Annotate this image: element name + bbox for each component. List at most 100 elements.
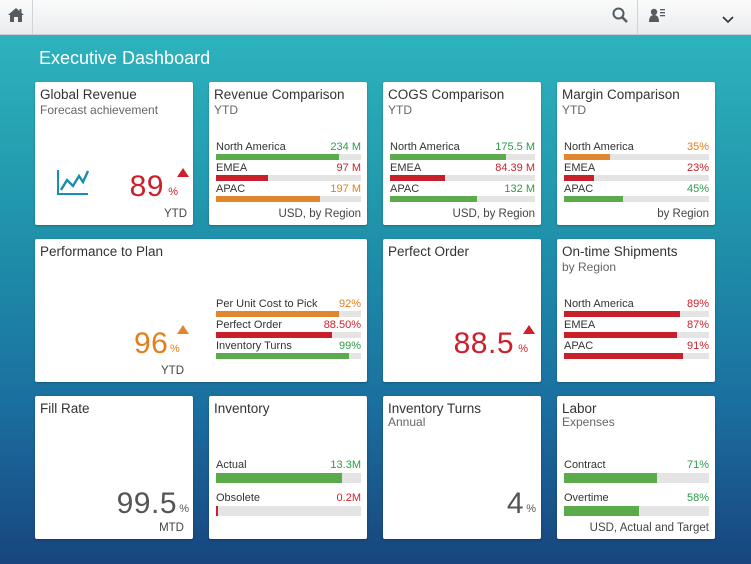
bar-fill [216, 196, 321, 202]
bar-value: 13.3M [330, 459, 361, 471]
tile-subtitle: Annual [388, 415, 426, 429]
bar-row: Perfect Order 88.50% [216, 319, 361, 340]
bar-value: 71% [686, 459, 709, 471]
tile-ontime-shipments[interactable]: On-time Shipments by Region North Americ… [557, 239, 715, 382]
bar-fill [564, 311, 680, 317]
tile-margin-comparison[interactable]: Margin Comparison YTD North America 35% EM… [557, 82, 715, 225]
bar-label: Overtime [564, 492, 609, 504]
bar-list: North America 175.5 M EMEA 84.39 M APAC 132 M [390, 141, 535, 204]
bar-label: North America [564, 141, 634, 153]
tile-footer: YTD [164, 208, 187, 220]
bar-fill [216, 473, 343, 483]
bar-list: North America 234 M EMEA 97 M APAC 197 M [216, 141, 361, 204]
tile-title: Fill Rate [40, 401, 90, 416]
bar-row: EMEA 97 M [216, 162, 361, 183]
bar-row: APAC 197 M [216, 183, 361, 204]
kpi-value: 88.5 [453, 327, 514, 360]
bar-track [390, 196, 535, 202]
bar-list: Contract 71% Overtime 58% [564, 459, 709, 525]
tile-subtitle: Expenses [562, 415, 615, 429]
bar-label: APAC [564, 183, 594, 195]
tile-global-revenue[interactable]: Global Revenue Forecast achievement 89 %… [35, 82, 193, 225]
bar-fill [564, 506, 640, 516]
tile-performance-to-plan[interactable]: Performance to Plan 96 % YTD Per Unit Co… [35, 239, 367, 382]
home-button[interactable] [0, 0, 33, 34]
bar-label: North America [564, 298, 634, 310]
chevron-down-icon[interactable] [722, 11, 734, 29]
bar-track [564, 154, 709, 160]
kpi-value: 89 [129, 170, 164, 203]
bar-label: EMEA [564, 319, 596, 331]
bar-label: Contract [564, 459, 606, 471]
bar-label: North America [216, 141, 286, 153]
bar-row: EMEA 23% [564, 162, 709, 183]
bar-track [564, 196, 709, 202]
bar-row: North America 234 M [216, 141, 361, 162]
bar-fill [564, 175, 595, 181]
bar-track [390, 154, 535, 160]
tile-footer: USD, by Region [278, 208, 361, 220]
bar-fill [564, 196, 624, 202]
bar-label: Inventory Turns [216, 340, 292, 352]
bar-value: 84.39 M [495, 162, 535, 174]
tile-cogs-comparison[interactable]: COGS Comparison YTD North America 175.5 M… [383, 82, 541, 225]
bar-value: 197 M [330, 183, 361, 195]
bar-row: EMEA 84.39 M [390, 162, 535, 183]
bar-value: 132 M [504, 183, 535, 195]
tile-footer: USD, by Region [452, 208, 535, 220]
bar-fill [216, 353, 350, 359]
bar-track [564, 311, 709, 317]
kpi-value: 96 [134, 327, 169, 360]
bar-list: North America 89% EMEA 87% APAC 91% [564, 298, 709, 361]
trend-up-icon [523, 325, 535, 334]
bar-label: APAC [564, 340, 594, 352]
bar-value: 35% [686, 141, 709, 153]
bar-value: 89% [686, 298, 709, 310]
page-title: Executive Dashboard [39, 48, 211, 68]
tile-title: Global Revenue [40, 87, 137, 102]
bar-track [216, 311, 361, 317]
tile-title: Perfect Order [388, 244, 470, 259]
tile-title: Revenue Comparison [214, 87, 345, 102]
trend-up-icon [177, 168, 189, 177]
tile-footer: USD, Actual and Target [589, 522, 709, 534]
bar-value: 92% [338, 298, 361, 310]
bar-track [216, 332, 361, 338]
bar-label: Per Unit Cost to Pick [216, 298, 318, 310]
kpi-unit: % [168, 186, 178, 198]
bar-row: APAC 132 M [390, 183, 535, 204]
bar-fill [216, 506, 219, 516]
trend-up-icon [177, 325, 189, 334]
bar-label: EMEA [216, 162, 248, 174]
tile-revenue-comparison[interactable]: Revenue Comparison YTD North America 234 … [209, 82, 367, 225]
tile-footer: MTD [159, 522, 184, 534]
bar-row: APAC 91% [564, 340, 709, 361]
user-menu-button[interactable] [639, 0, 751, 34]
bar-track [216, 154, 361, 160]
bar-row: North America 89% [564, 298, 709, 319]
bar-label: EMEA [564, 162, 596, 174]
bar-value: 234 M [330, 141, 361, 153]
tile-inventory[interactable]: Inventory Actual 13.3M Obsolete 0.2M [209, 396, 367, 539]
bar-row: Contract 71% [564, 459, 709, 492]
bar-label: North America [390, 141, 460, 153]
bar-row: North America 175.5 M [390, 141, 535, 162]
bar-row: Per Unit Cost to Pick 92% [216, 298, 361, 319]
search-button[interactable] [602, 0, 638, 34]
tile-footer: YTD [161, 365, 184, 377]
bar-label: APAC [390, 183, 420, 195]
tile-fill-rate[interactable]: Fill Rate 99.5 % MTD [35, 396, 193, 539]
tile-perfect-order[interactable]: Perfect Order 88.5 % [383, 239, 541, 382]
tile-inventory-turns[interactable]: Inventory Turns Annual 4 % [383, 396, 541, 539]
bar-value: 175.5 M [495, 141, 535, 153]
kpi-unit: % [170, 343, 180, 355]
bar-fill [216, 332, 332, 338]
bar-value: 91% [686, 340, 709, 352]
bar-fill [216, 175, 269, 181]
bar-track [216, 353, 361, 359]
bar-label: Obsolete [216, 492, 261, 504]
bar-label: Perfect Order [216, 319, 283, 331]
tile-labor[interactable]: Labor Expenses Contract 71% Overtime 58% US… [557, 396, 715, 539]
bar-track [216, 175, 361, 181]
bar-fill [390, 154, 506, 160]
